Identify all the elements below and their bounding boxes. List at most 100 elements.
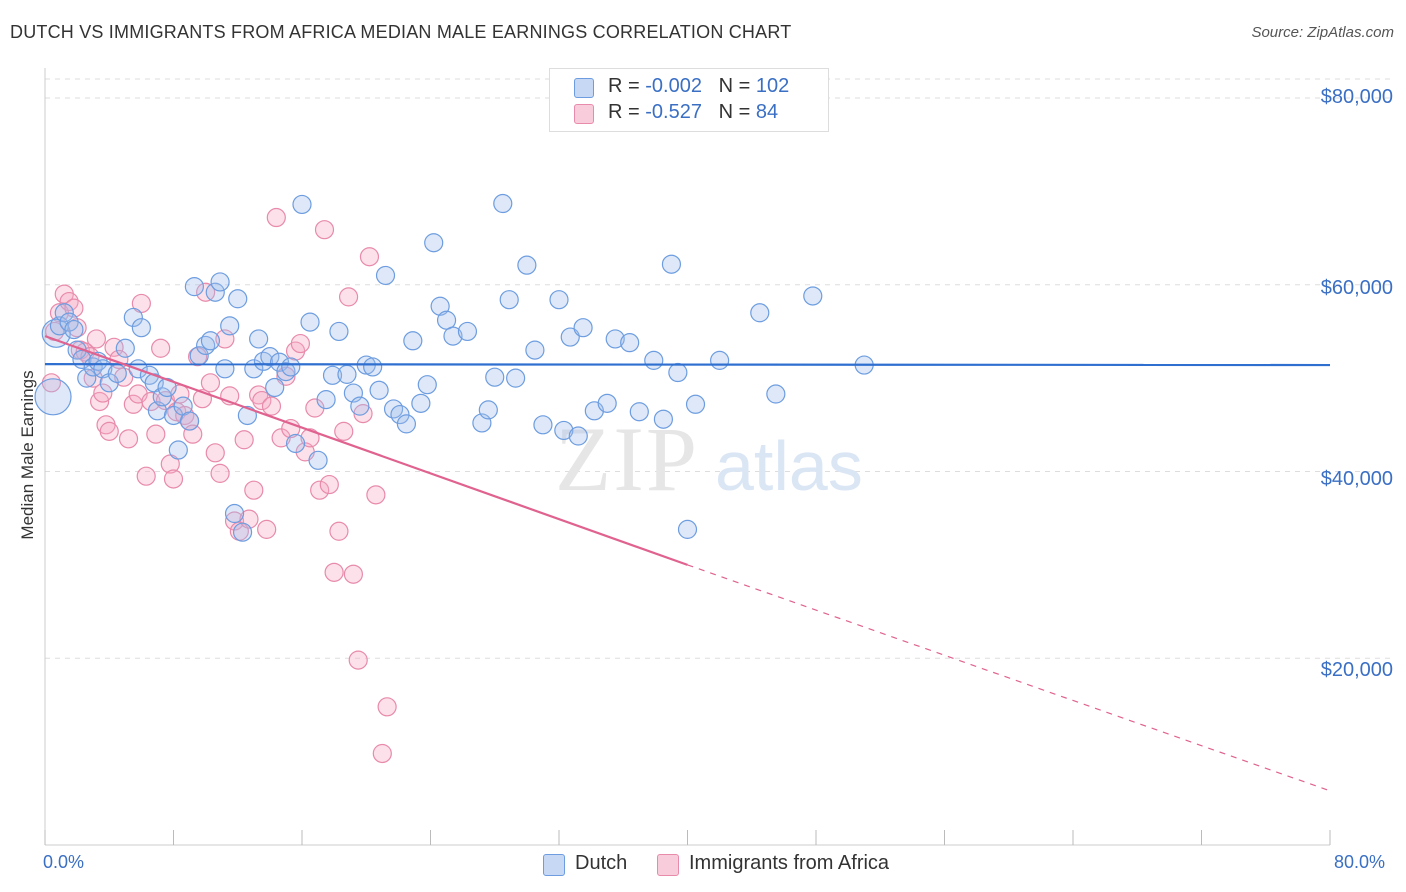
dutch-point-50 xyxy=(308,450,328,470)
dutch-point-78 xyxy=(517,255,537,275)
dutch-point-52 xyxy=(322,365,343,385)
dutch-point-46 xyxy=(281,357,301,377)
dutch-point-44 xyxy=(269,352,290,372)
y-tick-label-20000: $20,000 xyxy=(1320,659,1393,681)
legend-swatch-africa xyxy=(574,104,594,124)
dutch-point-62 xyxy=(390,404,410,425)
dutch-point-94 xyxy=(668,362,688,383)
dutch-point-27 xyxy=(184,277,204,297)
dutch-point-98 xyxy=(750,303,770,323)
y-tick-label-60000: $60,000 xyxy=(1320,277,1393,299)
axes xyxy=(44,68,1331,846)
dutch-point-85 xyxy=(573,318,593,338)
dutch-point-77 xyxy=(506,368,526,388)
dutch-point-56 xyxy=(350,396,370,416)
bottom-legend-label-africa: Immigrants from Africa xyxy=(689,852,890,874)
africa-point-72 xyxy=(366,485,386,505)
dutch-point-49 xyxy=(300,312,320,332)
dutch-point-83 xyxy=(560,327,580,347)
chart-title: DUTCH VS IMMIGRANTS FROM AFRICA MEDIAN M… xyxy=(10,22,792,42)
dutch-point-1 xyxy=(41,318,71,348)
africa-point-43 xyxy=(224,511,245,531)
africa-point-26 xyxy=(151,338,171,358)
africa-point-24 xyxy=(141,391,161,412)
dutch-point-79 xyxy=(525,340,545,360)
africa-point-64 xyxy=(324,562,344,582)
africa-point-57 xyxy=(290,333,310,354)
africa-point-66 xyxy=(334,421,354,441)
dutch-point-54 xyxy=(337,364,357,384)
africa-point-40 xyxy=(210,463,230,483)
africa-point-19 xyxy=(118,429,139,449)
africa-point-62 xyxy=(314,220,335,240)
africa-point-48 xyxy=(249,385,269,405)
legend-n-label-africa: N = xyxy=(718,101,756,123)
africa-point-73 xyxy=(372,743,392,764)
africa-point-38 xyxy=(200,373,221,393)
watermark: ZIP atlas xyxy=(555,408,863,510)
y-axis-title: Median Male Earnings xyxy=(18,370,37,540)
dutch-point-42 xyxy=(260,347,280,367)
watermark-atlas: atlas xyxy=(715,427,863,505)
legend-n-value-dutch: 102 xyxy=(755,75,790,97)
dutch-point-99 xyxy=(766,384,786,404)
africa-point-52 xyxy=(266,207,286,228)
africa-point-71 xyxy=(359,247,380,267)
dutch-point-36 xyxy=(228,289,248,309)
dutch-point-37 xyxy=(232,522,253,542)
dutch-point-34 xyxy=(220,316,240,336)
africa-point-67 xyxy=(338,287,359,307)
dutch-point-89 xyxy=(620,333,640,353)
africa-point-45 xyxy=(234,430,254,450)
dutch-point-51 xyxy=(316,390,336,410)
legend-r-value-dutch: -0.002 xyxy=(645,75,702,97)
legend-n-value-africa: 84 xyxy=(755,101,779,123)
dutch-point-8 xyxy=(77,368,97,388)
dutch-point-73 xyxy=(478,400,498,420)
dutch-point-53 xyxy=(329,321,349,342)
dutch-point-92 xyxy=(653,409,674,429)
dutch-trend-line xyxy=(44,363,1331,367)
dutch-point-63 xyxy=(396,414,417,434)
dutch-point-17 xyxy=(131,318,151,338)
dutch-point-80 xyxy=(533,415,553,435)
dutch-point-32 xyxy=(210,272,230,292)
dutch-point-66 xyxy=(417,375,437,395)
legend-r-value-africa: -0.527 xyxy=(645,101,702,123)
africa-point-59 xyxy=(300,428,320,448)
dutch-point-60 xyxy=(375,265,396,286)
legend-r-label-dutch: R = xyxy=(608,75,646,97)
dutch-point-38 xyxy=(237,405,257,426)
dutch-point-48 xyxy=(292,194,312,215)
dutch-point-59 xyxy=(369,380,389,400)
bottom-legend-swatch-africa xyxy=(657,854,679,876)
africa-point-25 xyxy=(146,424,166,444)
dutch-point-76 xyxy=(499,290,519,310)
bottom-legend-swatch-dutch xyxy=(543,854,565,876)
dutch-point-3 xyxy=(54,303,74,323)
dutch-point-31 xyxy=(205,282,225,302)
dutch-point-35 xyxy=(224,503,245,524)
africa-point-11 xyxy=(86,329,107,349)
dutch-point-24 xyxy=(168,440,188,460)
legend-r-label-africa: R = xyxy=(608,101,646,123)
africa-point-29 xyxy=(163,469,184,489)
dutch-point-70 xyxy=(443,326,463,346)
africa-point-37 xyxy=(196,282,216,302)
dutch-point-95 xyxy=(677,519,698,539)
dutch-point-100 xyxy=(803,286,823,306)
x-tick-label-80: 80.0% xyxy=(1334,852,1386,872)
africa-point-68 xyxy=(343,564,363,584)
dutch-point-47 xyxy=(285,433,306,454)
dutch-point-65 xyxy=(411,393,431,413)
dutch-point-71 xyxy=(457,321,478,342)
dutch-point-40 xyxy=(249,329,269,349)
x-tick-label-0: 0.0% xyxy=(43,852,85,872)
y-tick-label-80000: $80,000 xyxy=(1320,86,1393,108)
africa-point-50 xyxy=(257,519,277,539)
dutch-point-21 xyxy=(152,387,172,407)
africa-point-47 xyxy=(244,480,264,500)
dutch-point-64 xyxy=(403,331,423,351)
dutch-point-84 xyxy=(568,426,588,446)
